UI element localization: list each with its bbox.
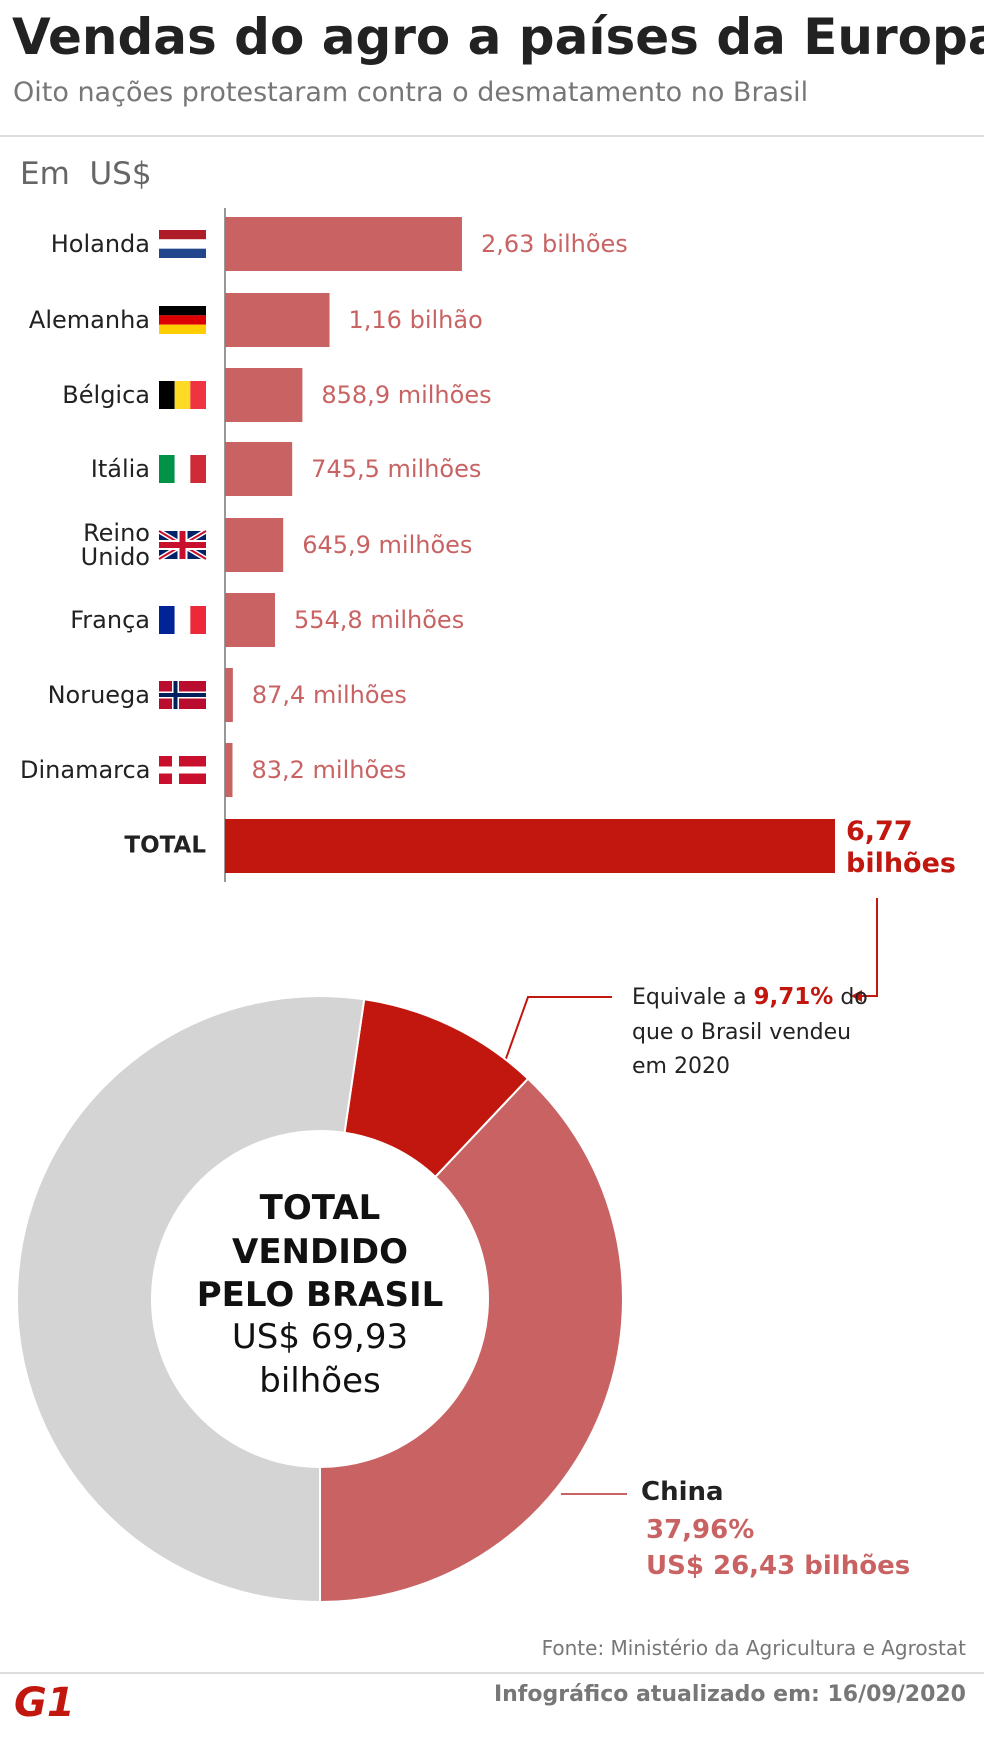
value-label: 645,9 milhões [302,531,473,559]
value-label: 2,63 bilhões [480,230,628,258]
flag [159,681,206,709]
flag-stripe [190,455,206,483]
flag-stripe [190,606,206,634]
value-label: 9,71% [753,984,834,1010]
flag [159,381,206,409]
flag [159,756,206,784]
bar [225,368,303,422]
title: Vendas do agro a países da Europa [12,8,984,66]
flag-stripe [159,315,206,325]
logo: G1 [14,1680,75,1726]
flag [159,455,206,483]
value-label: 1,16 bilhão [348,306,483,334]
flag-stripe [159,606,175,634]
category-label: TOTAL [124,832,206,859]
bar [225,293,330,347]
category-label: Dinamarca [20,756,151,784]
annotation: Equivale a 9,71% do que o Brasil vendeu … [632,980,882,1084]
category-label: Noruega [47,681,150,709]
value-label: 87,4 milhões [251,681,407,709]
category-label: Itália [90,455,150,483]
bar [225,217,462,271]
flag-stripe [190,381,206,409]
bar [225,593,275,647]
annotation-text: Equivale a [632,985,747,1010]
donut-slice [319,1077,625,1604]
donut-slice [343,998,530,1179]
unit-label: Em US$ [20,156,152,192]
category-label: Bélgica [62,381,150,409]
flag [159,230,206,258]
flag-stripe [174,381,191,409]
flag-stripe [174,606,191,634]
value-label: 554,8 milhões [293,606,465,634]
flag-stripe [159,230,206,240]
arrow-line [860,898,878,997]
center-title: TOTAL VENDIDO PELO BRASIL [196,1188,444,1316]
flag-stripe [159,381,175,409]
bar [225,819,835,873]
arrow-head [851,990,862,1002]
flag-stripe [159,455,175,483]
subtitle: Oito nações protestaram contra o desmata… [13,77,809,108]
flag-stripe [159,306,206,316]
bar [225,518,284,572]
bar [225,668,233,722]
flag-stripe [159,248,206,258]
flag [159,306,206,334]
category-label: Holanda [50,230,150,258]
donut-slice [16,995,366,1604]
annotation-text: do que o Brasil vendeu em 2020 [632,985,868,1079]
flag-stripe [174,455,191,483]
source: Fonte: Ministério da Agricultura e Agros… [541,1636,966,1660]
flag-cross [159,693,206,697]
value-label: 37,96% [646,1515,755,1545]
value-label: 858,9 milhões [321,381,492,409]
flag-stripe [159,239,206,249]
bar [225,743,233,797]
category-label: França [70,606,150,634]
category-label: Reino Unido [80,519,150,571]
value-label: 83,2 milhões [251,756,407,784]
updated: Infográfico atualizado em: 16/09/2020 [493,1682,966,1707]
value-label: 745,5 milhões [311,455,482,483]
bar [225,442,293,496]
center-value: US$ 69,93 bilhões [231,1317,409,1401]
category-label: China [641,1477,724,1507]
flag-cross [159,542,206,548]
flag-cross [159,766,206,774]
category-label: Alemanha [28,306,150,334]
amount-label: US$ 26,43 bilhões [646,1551,911,1581]
flag-stripe [159,324,206,334]
value-label: 6,77 bilhões [846,816,956,880]
flag [159,606,206,634]
flag [157,528,208,562]
